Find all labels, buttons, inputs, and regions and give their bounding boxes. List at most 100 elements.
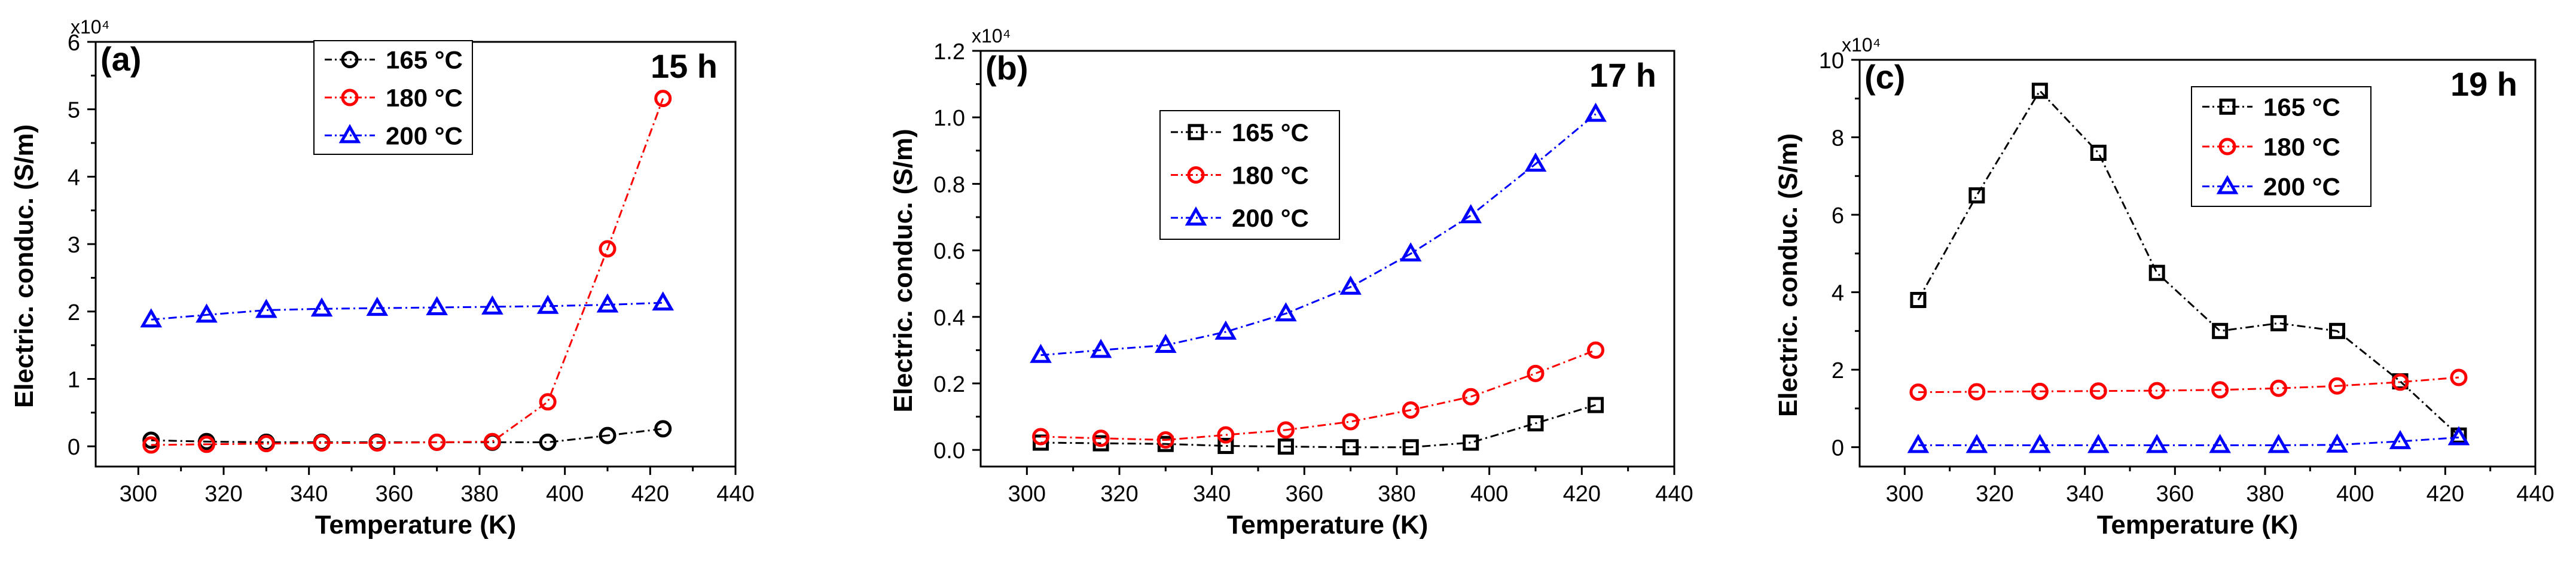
data-point	[654, 420, 672, 438]
data-point	[310, 297, 333, 317]
y-tick-label: 10	[1819, 48, 1844, 74]
y-tick-label: 0	[1832, 436, 1844, 461]
x-tick-label: 320	[1976, 482, 2013, 507]
data-point	[1156, 431, 1174, 449]
data-point	[2270, 315, 2287, 331]
y-tick-label: 2	[68, 300, 80, 325]
time-label: 17 h	[1589, 56, 1656, 94]
x-tick-label: 340	[290, 482, 328, 507]
data-point	[1585, 102, 1607, 122]
x-tick-label: 360	[1286, 482, 1323, 507]
data-point	[142, 436, 160, 454]
legend: 165 °C 180 °C 200 °C	[1159, 110, 1340, 240]
data-point	[2087, 434, 2110, 453]
series-2	[1032, 341, 1605, 449]
data-point	[1339, 275, 1362, 295]
y-tick-label: 0.6	[933, 239, 965, 264]
data-point	[428, 433, 446, 451]
x-tick-label: 440	[1655, 482, 1693, 507]
legend-label: 180 °C	[2263, 133, 2340, 161]
series-line	[1918, 376, 2459, 394]
data-point	[2209, 434, 2231, 453]
series-3	[1907, 426, 2470, 453]
series-1	[142, 420, 672, 451]
series-line	[1040, 113, 1597, 356]
x-tick-label: 400	[2336, 482, 2374, 507]
y-tick-label: 6	[1832, 203, 1844, 228]
x-tick-label: 300	[120, 482, 157, 507]
x-tick-label: 320	[205, 482, 242, 507]
series-line	[151, 428, 663, 443]
legend-label: 200 °C	[2263, 173, 2340, 201]
legend-marker	[2216, 175, 2239, 194]
data-point	[1527, 415, 1544, 432]
data-point	[1402, 401, 1420, 419]
axis-multiplier: x10⁴	[1842, 34, 1881, 56]
x-axis-label: Temperature (K)	[315, 510, 517, 540]
x-tick-label: 380	[2246, 482, 2284, 507]
data-point	[1089, 339, 1112, 358]
data-point	[1910, 292, 1927, 309]
data-point	[1092, 429, 1110, 447]
legend-marker	[1188, 124, 1204, 141]
y-tick-label: 0.2	[933, 372, 965, 397]
x-tick-label: 340	[1193, 482, 1231, 507]
data-point	[1909, 383, 1927, 401]
data-point	[1275, 302, 1297, 322]
data-point	[652, 291, 674, 311]
legend-marker	[1187, 166, 1205, 184]
time-label: 19 h	[2450, 65, 2517, 103]
x-tick-label: 420	[631, 482, 669, 507]
y-tick-label: 0	[68, 435, 80, 460]
legend-marker	[338, 124, 361, 144]
data-point	[1342, 413, 1360, 431]
y-tick-label: 8	[1832, 126, 1844, 151]
data-point	[2031, 83, 2048, 99]
panel-label: (a)	[100, 40, 141, 78]
y-tick-label: 3	[68, 233, 80, 258]
data-point	[2450, 368, 2468, 386]
legend-label: 165 °C	[386, 46, 463, 74]
series-1	[1910, 83, 2467, 444]
x-tick-label: 360	[376, 482, 413, 507]
y-tick-label: 0.0	[933, 438, 965, 464]
y-tick-label: 1.0	[933, 106, 965, 131]
chart-panel-2: 300 320 340 360 380 400 420 440 0.0 0.2 0.4 0.6 0.8 1…	[889, 25, 1693, 540]
data-point	[1965, 434, 1988, 453]
x-tick-label: 380	[460, 482, 498, 507]
axis-multiplier: x10⁴	[71, 16, 109, 38]
x-tick-label: 320	[1100, 482, 1138, 507]
legend-label: 200 °C	[386, 121, 463, 150]
x-tick-label: 420	[1563, 482, 1601, 507]
y-tick-label: 6	[68, 31, 80, 56]
x-tick-label: 300	[1886, 482, 1924, 507]
data-point	[1217, 438, 1234, 455]
data-point	[1399, 242, 1422, 262]
data-point	[1214, 320, 1237, 340]
legend-marker	[341, 89, 359, 106]
x-tick-label: 300	[1008, 482, 1046, 507]
data-point	[2211, 381, 2229, 399]
chart-panel-3: 300 320 340 360 380 400 420 440 0 2 4 6 8 10 Temperatu…	[1774, 34, 2554, 540]
y-tick-label: 2	[1832, 358, 1844, 383]
data-point	[599, 426, 616, 444]
axis-multiplier: x10⁴	[972, 25, 1011, 47]
plot-frame	[1858, 59, 2537, 468]
y-tick-label: 5	[68, 98, 80, 123]
data-point	[1524, 153, 1547, 172]
legend-marker	[2219, 98, 2236, 115]
series-3	[140, 291, 674, 328]
x-tick-label: 420	[2427, 482, 2464, 507]
data-point	[1402, 439, 1419, 456]
x-tick-label: 400	[1470, 482, 1508, 507]
data-point	[2447, 426, 2470, 446]
data-point	[1588, 397, 1604, 413]
x-tick-label: 440	[716, 482, 754, 507]
legend-label: 180 °C	[1232, 161, 1309, 190]
data-point	[539, 433, 557, 451]
data-point	[2148, 382, 2166, 400]
data-point	[197, 435, 215, 453]
legend-label: 165 °C	[1232, 118, 1309, 147]
data-point	[1587, 341, 1605, 359]
y-tick-label: 4	[68, 165, 80, 190]
